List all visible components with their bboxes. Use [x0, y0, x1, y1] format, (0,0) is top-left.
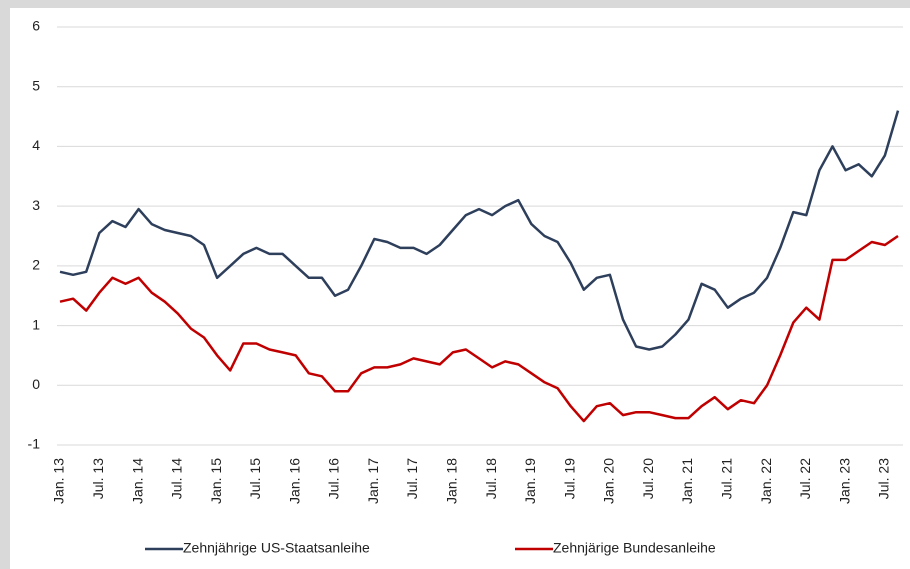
line-series [59, 110, 900, 351]
x-tick-label: Jul. 22 [797, 458, 813, 499]
x-tick-label: Jul. 23 [876, 458, 892, 499]
x-tick-label: Jan. 19 [522, 458, 538, 504]
x-tick-label: Jan. 18 [444, 458, 460, 504]
x-tick-label: Jan. 17 [365, 458, 381, 504]
x-tick-label: Jul. 18 [483, 458, 499, 499]
x-tick-label: Jan. 20 [601, 458, 617, 504]
x-tick-label: Jul. 17 [404, 458, 420, 499]
y-tick-label: 4 [32, 137, 40, 153]
x-tick-label: Jan. 14 [129, 458, 145, 504]
x-tick-label: Jul. 19 [561, 458, 577, 499]
y-tick-label: 0 [32, 376, 40, 392]
x-tick-label: Jan. 16 [286, 458, 302, 504]
x-tick-label: Jul. 16 [326, 458, 342, 499]
y-tick-label: 6 [32, 18, 40, 34]
y-tick-label: 5 [32, 77, 40, 93]
y-tick-label: 3 [32, 197, 40, 213]
x-tick-label: Jul. 15 [247, 458, 263, 499]
line-series [59, 234, 899, 423]
x-tick-label: Jan. 15 [208, 458, 224, 504]
x-tick-label: Jul. 20 [640, 458, 656, 499]
legend-label: Zehnjärige Bundesanleihe [553, 540, 716, 556]
x-tick-label: Jul. 13 [90, 458, 106, 499]
chart-background [10, 8, 910, 569]
x-tick-label: Jan. 21 [679, 458, 695, 504]
x-tick-label: Jul. 21 [718, 458, 734, 499]
legend-label: Zehnjährige US-Staatsanleihe [183, 540, 370, 556]
y-tick-label: -1 [28, 436, 41, 452]
x-tick-label: Jan. 22 [758, 458, 774, 504]
y-tick-label: 1 [32, 316, 40, 332]
x-tick-label: Jul. 14 [169, 458, 185, 499]
x-tick-label: Jan. 13 [51, 458, 67, 504]
y-tick-label: 2 [32, 257, 40, 273]
x-tick-label: Jan. 23 [836, 458, 852, 504]
